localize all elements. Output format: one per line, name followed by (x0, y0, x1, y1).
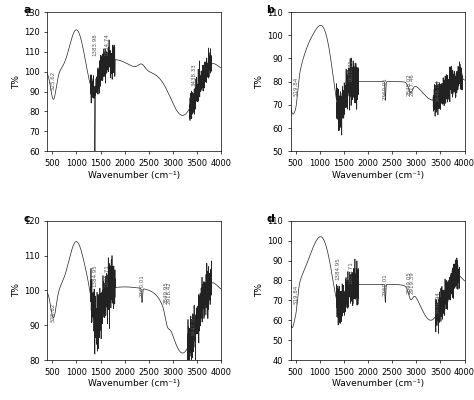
Text: 2849.95: 2849.95 (163, 282, 168, 304)
Text: 1635.71: 1635.71 (348, 262, 353, 284)
Text: 2360.01: 2360.01 (383, 78, 388, 100)
Text: 3447.91: 3447.91 (192, 313, 197, 336)
Text: 2360.01: 2360.01 (383, 274, 388, 296)
X-axis label: Wavenumber (cm⁻¹): Wavenumber (cm⁻¹) (331, 380, 424, 388)
Text: 1383.98: 1383.98 (92, 33, 97, 56)
Text: 2360.01: 2360.01 (139, 275, 145, 297)
Text: 3438.33: 3438.33 (191, 63, 197, 86)
Text: 1635.71: 1635.71 (348, 59, 353, 82)
Text: 525.62: 525.62 (51, 302, 56, 322)
Text: 525.62: 525.62 (51, 70, 56, 90)
Y-axis label: T%: T% (255, 74, 264, 89)
Text: c: c (23, 214, 30, 224)
Text: 2919.39: 2919.39 (410, 272, 415, 294)
Text: d: d (266, 214, 274, 224)
Text: 2848.02: 2848.02 (406, 73, 411, 96)
Text: 3446.04: 3446.04 (435, 80, 440, 102)
Y-axis label: T%: T% (12, 74, 21, 89)
Text: 2849.05: 2849.05 (406, 272, 411, 294)
Text: 519.84: 519.84 (294, 285, 299, 304)
Y-axis label: T%: T% (255, 283, 264, 298)
Text: 1635.71: 1635.71 (105, 264, 109, 287)
Text: 1384.95: 1384.95 (336, 258, 341, 280)
Text: 2917.46: 2917.46 (410, 73, 415, 96)
Text: 3446.94: 3446.94 (435, 292, 440, 314)
Text: 1634.74: 1634.74 (104, 33, 109, 56)
Text: 2918.42: 2918.42 (166, 282, 172, 304)
X-axis label: Wavenumber (cm⁻¹): Wavenumber (cm⁻¹) (88, 380, 181, 388)
X-axis label: Wavenumber (cm⁻¹): Wavenumber (cm⁻¹) (88, 171, 181, 180)
Text: a: a (23, 5, 30, 15)
Text: 519.84: 519.84 (294, 76, 299, 96)
X-axis label: Wavenumber (cm⁻¹): Wavenumber (cm⁻¹) (331, 171, 424, 180)
Text: b: b (266, 5, 274, 15)
Text: 1384.95: 1384.95 (92, 264, 98, 287)
Y-axis label: T%: T% (12, 283, 21, 298)
